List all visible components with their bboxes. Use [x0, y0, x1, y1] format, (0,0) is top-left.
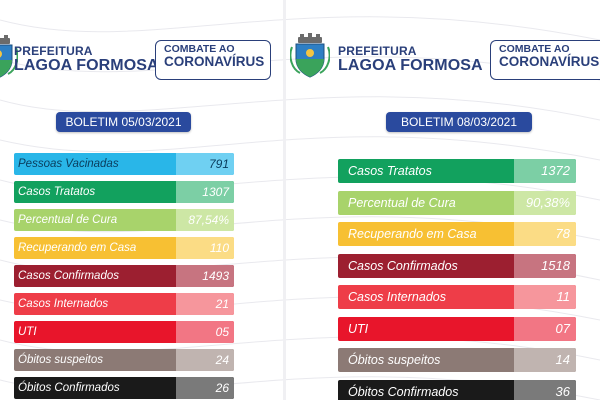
stat-label: Percentual de Cura — [348, 195, 456, 210]
stat-label: Óbitos suspeitos — [18, 354, 104, 366]
stat-row: Óbitos suspeitos 24 — [14, 349, 234, 371]
stat-value: 36 — [514, 379, 576, 400]
stat-row: Casos Confirmados 1518 — [338, 253, 576, 278]
brand-line-2: LAGOA FORMOSA — [338, 57, 483, 74]
stat-value: 1372 — [514, 159, 576, 183]
stat-row: UTI 05 — [14, 321, 234, 343]
stat-row: Óbitos Confirmados 26 — [14, 377, 234, 399]
stat-value: 110 — [176, 237, 234, 259]
brand-line-1: PREFEITURA — [338, 44, 417, 58]
stat-label: Pessoas Vacinadas — [18, 158, 119, 170]
stat-value: 24 — [176, 349, 234, 371]
campaign-badge-line-1: COMBATE AO — [164, 43, 235, 55]
stat-row: Recuperando em Casa 78 — [338, 222, 576, 246]
stat-row: Recuperando em Casa 110 — [14, 237, 234, 259]
stat-value: 14 — [514, 348, 576, 372]
stat-value: 1307 — [176, 181, 234, 203]
campaign-badge-line-1: COMBATE AO — [499, 43, 570, 55]
stat-value: 21 — [176, 293, 234, 315]
stat-label: Casos Tratatos — [348, 164, 432, 178]
stat-value: 78 — [514, 222, 576, 246]
stat-label: Percentual de Cura — [18, 214, 118, 226]
stat-value: 87,54% — [176, 209, 234, 231]
stat-value: 1518 — [514, 253, 576, 278]
campaign-badge-line-2: CORONAVÍRUS — [499, 54, 600, 70]
municipality-brand: PREFEITURA LAGOA FORMOSA — [338, 45, 483, 74]
bulletin-date-label: BOLETIM 05/03/2021 — [56, 112, 191, 132]
stat-label: Óbitos Confirmados — [18, 382, 120, 394]
stat-row: Casos Internados 11 — [338, 285, 576, 309]
campaign-badge: COMBATE AO CORONAVÍRUS — [155, 40, 271, 80]
bulletin-panel-left: PREFEITURA LAGOA FORMOSA COMBATE AO CORO… — [0, 0, 282, 400]
stat-row: Óbitos Confirmados 36 — [338, 379, 576, 400]
stat-label: Casos Internados — [348, 290, 446, 304]
brand-line-2: LAGOA FORMOSA — [14, 57, 159, 74]
stat-label: Recuperando em Casa — [18, 242, 137, 254]
stat-row: Casos Tratatos 1307 — [14, 181, 234, 203]
stat-value: 07 — [514, 316, 576, 341]
stat-label: Casos Tratatos — [18, 186, 96, 198]
stat-value: 90,38% — [514, 190, 576, 215]
stat-value: 26 — [176, 377, 234, 399]
stat-label: Casos Confirmados — [348, 258, 458, 273]
campaign-badge-line-2: CORONAVÍRUS — [164, 54, 265, 70]
stat-label: Casos Internados — [18, 298, 109, 310]
stat-row: Percentual de Cura 87,54% — [14, 209, 234, 231]
municipal-crest-icon — [0, 35, 18, 78]
stat-row: Percentual de Cura 90,38% — [338, 190, 576, 215]
stat-row: UTI 07 — [338, 316, 576, 341]
stat-label: Óbitos Confirmados — [348, 384, 459, 399]
stat-row: Casos Tratatos 1372 — [338, 159, 576, 183]
stat-value: 11 — [514, 285, 576, 309]
bulletin-panel-right: PREFEITURA LAGOA FORMOSA COMBATE AO CORO… — [286, 0, 600, 400]
municipality-brand: PREFEITURA LAGOA FORMOSA — [14, 45, 159, 74]
stat-row: Pessoas Vacinadas 791 — [14, 153, 234, 175]
stat-row: Óbitos suspeitos 14 — [338, 348, 576, 372]
stat-row: Casos Internados 21 — [14, 293, 234, 315]
stat-label: Óbitos suspeitos — [348, 353, 441, 367]
panel-divider — [283, 0, 286, 400]
bulletin-date-label: BOLETIM 08/03/2021 — [386, 112, 532, 132]
stat-label: UTI — [348, 321, 369, 336]
stat-label: Recuperando em Casa — [348, 227, 477, 241]
municipal-crest-icon — [290, 33, 330, 78]
stat-value: 05 — [176, 321, 234, 343]
stat-value: 791 — [176, 153, 234, 175]
stat-label: Casos Confirmados — [18, 270, 119, 282]
stat-row: Casos Confirmados 1493 — [14, 265, 234, 287]
brand-line-1: PREFEITURA — [14, 44, 93, 58]
stat-label: UTI — [18, 326, 37, 338]
campaign-badge: COMBATE AO CORONAVÍRUS — [490, 40, 600, 80]
stat-value: 1493 — [176, 265, 234, 287]
